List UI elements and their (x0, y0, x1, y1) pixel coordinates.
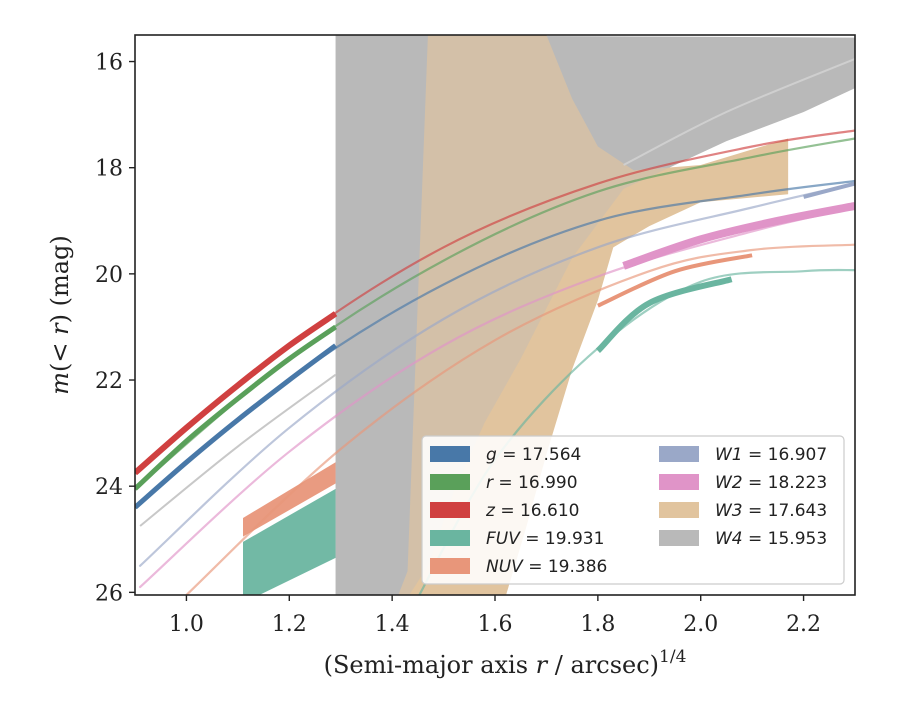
x-tick-label: 2.2 (786, 612, 821, 637)
x-axis-label: (Semi-major axis r / arcsec)1/4 (324, 647, 687, 679)
x-tick-label: 1.4 (375, 612, 410, 637)
legend-swatch-W3 (659, 502, 699, 518)
legend-swatch-W1 (659, 446, 699, 462)
y-tick-label: 22 (95, 369, 123, 394)
y-tick-label: 20 (95, 263, 123, 288)
curve-NUV (185, 243, 855, 595)
segment-NUV (597, 253, 753, 308)
x-tick-label: 1.0 (169, 612, 204, 637)
y-tick-label: 16 (95, 51, 123, 76)
legend-label-FUV: FUV = 19.931 (486, 529, 604, 549)
legend-label-W4: W4 = 15.953 (715, 529, 827, 549)
x-tick-label: 2.0 (683, 612, 718, 637)
curve-W4 (623, 57, 855, 166)
legend-swatch-z (430, 502, 470, 518)
segment-W2 (622, 201, 855, 270)
x-tick-label: 1.6 (478, 612, 513, 637)
curve-W2 (139, 206, 855, 589)
y-axis-label: m(< r) (mag) (46, 235, 74, 395)
y-tick-label: 26 (95, 581, 123, 606)
legend-label-r: r = 16.990 (486, 473, 578, 493)
legend-swatch-r (430, 474, 470, 490)
segment-z (135, 311, 338, 476)
legend-label-W2: W2 = 18.223 (715, 473, 827, 493)
legend: g = 17.564 r = 16.990 z = 16.610 FUV = 19.9… (421, 435, 845, 585)
legend-label-W1: W1 = 16.907 (715, 445, 827, 465)
legend-box (421, 435, 845, 585)
segment-W1 (803, 181, 855, 199)
legend-swatch-NUV (430, 558, 470, 574)
legend-label-z: z = 16.610 (485, 501, 579, 521)
y-tick-label: 24 (95, 475, 123, 500)
curve-W4-left (139, 373, 337, 527)
segment-r (135, 324, 338, 491)
x-tick-label: 1.2 (272, 612, 307, 637)
y-tick-label: 18 (95, 157, 123, 182)
segment-g (135, 343, 338, 510)
legend-label-g: g = 17.564 (486, 445, 581, 465)
legend-swatch-g (430, 446, 470, 462)
x-tick-label: 1.8 (580, 612, 615, 637)
legend-swatch-W4 (659, 530, 699, 546)
legend-swatch-W2 (659, 474, 699, 490)
curve-W1 (139, 182, 855, 567)
segment-FUV (595, 276, 733, 353)
legend-swatch-FUV (430, 530, 470, 546)
legend-label-NUV: NUV = 19.386 (486, 557, 607, 577)
band-FUV (243, 488, 336, 595)
legend-label-W3: W3 = 17.643 (715, 501, 827, 521)
